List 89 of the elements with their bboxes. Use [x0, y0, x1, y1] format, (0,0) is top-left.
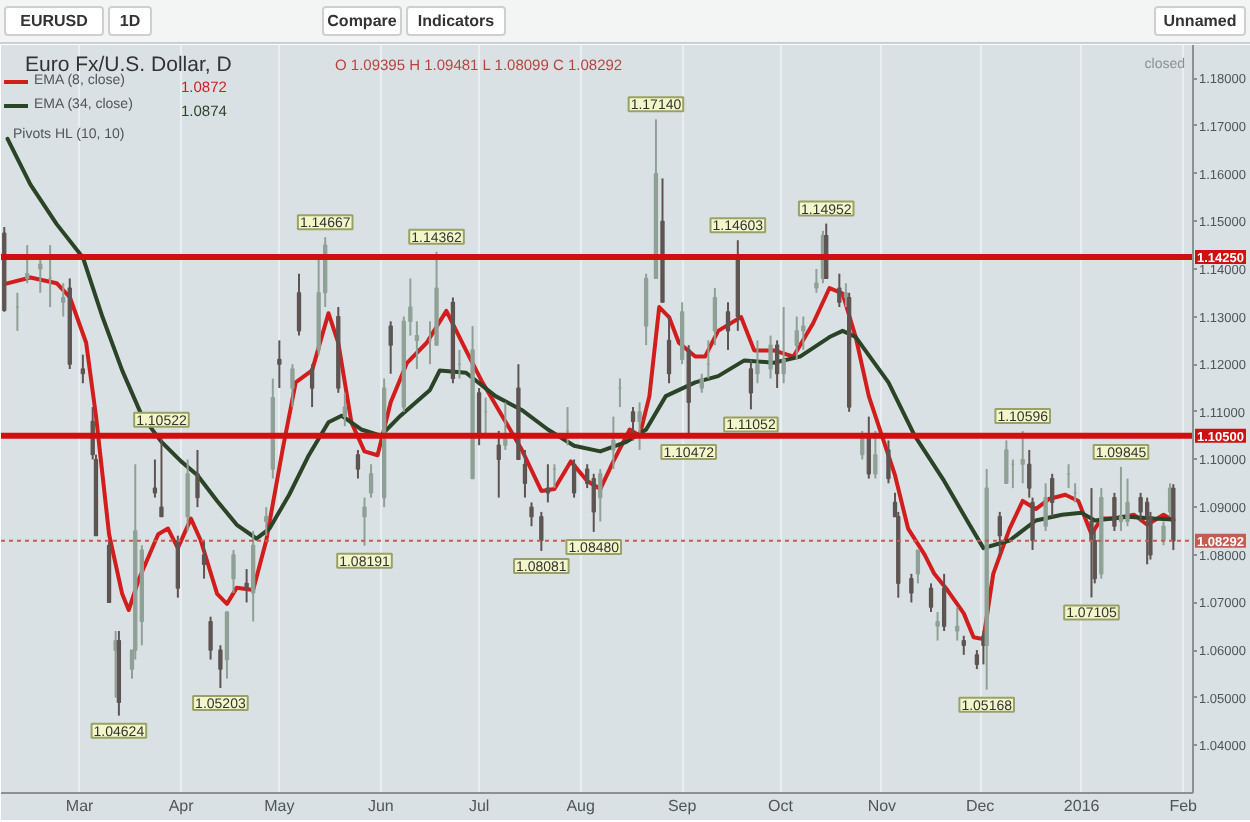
candlestick — [794, 315, 799, 361]
x-tick-label: Sep — [667, 797, 698, 815]
x-tick-label: Dec — [965, 797, 995, 815]
candlestick — [1112, 491, 1117, 532]
x-tick-label: Feb — [1169, 797, 1199, 815]
candlestick — [61, 282, 66, 318]
candlestick — [961, 634, 966, 656]
candlestick — [814, 267, 819, 294]
candlestick — [843, 282, 849, 309]
candlestick — [208, 615, 213, 661]
candlestick — [955, 606, 960, 642]
candlestick — [598, 468, 603, 523]
candlestick — [159, 433, 164, 518]
candlestick — [637, 401, 642, 451]
x-tick-label: Jul — [468, 797, 490, 815]
candlestick — [175, 534, 180, 599]
candlestick — [290, 363, 295, 409]
candlestick — [571, 458, 577, 499]
candlestick — [725, 301, 731, 351]
candlestick — [185, 458, 190, 532]
candlestick — [643, 272, 649, 347]
candlestick — [1020, 430, 1025, 485]
candlestick — [80, 353, 86, 385]
candlestick — [195, 448, 200, 509]
text: Unnamed — [1154, 6, 1246, 36]
candlestick — [909, 572, 914, 604]
x-tick-label: Oct — [767, 797, 795, 815]
candlestick — [611, 415, 616, 471]
candlestick — [1118, 465, 1124, 532]
candlestick — [1161, 520, 1166, 547]
candlestick — [679, 301, 685, 366]
candlestick — [231, 549, 236, 594]
candlestick — [873, 429, 878, 480]
x-tick-label: Mar — [65, 797, 95, 815]
candlestick — [1004, 439, 1009, 485]
candlestick — [296, 272, 302, 337]
x-tick-label: May — [264, 797, 295, 815]
candlestick — [712, 286, 718, 347]
candlestick — [414, 320, 420, 370]
candlestick — [774, 339, 780, 390]
candlestick — [264, 506, 269, 537]
candlestick — [25, 244, 30, 285]
candlestick — [1030, 496, 1035, 552]
candlestick — [1043, 482, 1048, 532]
candlestick — [1050, 472, 1055, 518]
candlestick — [218, 644, 223, 690]
chart-title: Euro Fx/U.S. Dollar, D — [25, 52, 233, 77]
candlestick — [801, 315, 806, 351]
x-tick-label: Jun — [367, 797, 394, 815]
candlestick — [342, 391, 347, 428]
candlestick — [591, 472, 596, 533]
candlestick — [539, 510, 544, 552]
text: EURUSD — [4, 6, 104, 36]
candlestick — [935, 610, 940, 642]
candlestick — [886, 439, 891, 485]
candlestick — [928, 582, 934, 613]
candlestick — [309, 363, 315, 409]
candlestick — [277, 339, 282, 390]
candlestick — [1027, 448, 1032, 499]
x-tick-label: Aug — [566, 797, 595, 815]
candlestick — [630, 406, 636, 442]
text: 1D — [108, 6, 152, 36]
candlestick — [941, 572, 947, 633]
candlestick — [368, 463, 374, 499]
candlestick — [755, 339, 760, 385]
candlestick — [781, 306, 786, 385]
candlestick — [362, 496, 367, 547]
text: Indicators — [406, 6, 506, 36]
candlestick — [997, 510, 1002, 556]
candlestick — [529, 501, 534, 528]
candlestick — [1089, 487, 1094, 599]
candlestick — [388, 320, 393, 375]
candlestick — [201, 539, 207, 580]
candlestick — [545, 463, 551, 504]
x-tick-label: Nov — [867, 797, 897, 815]
candlestick — [748, 358, 754, 411]
text: Compare — [322, 6, 402, 36]
candlestick — [244, 568, 249, 604]
candlestick — [915, 549, 921, 585]
x-tick-label: 2016 — [1063, 797, 1101, 815]
candlestick — [355, 448, 361, 480]
candlestick — [666, 315, 672, 385]
candlestick — [224, 610, 230, 680]
x-tick-label: Apr — [168, 797, 195, 815]
candlestick — [768, 334, 773, 380]
candlestick — [251, 529, 256, 623]
candlestick — [496, 429, 501, 499]
candlestick — [837, 272, 842, 309]
candlestick — [113, 630, 118, 699]
